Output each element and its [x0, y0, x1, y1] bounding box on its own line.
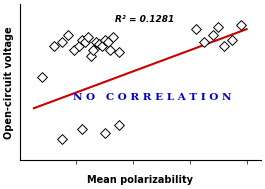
X-axis label: Mean polarizability: Mean polarizability — [87, 175, 193, 185]
Point — [239, 23, 243, 26]
Y-axis label: Open-circuit voltage: Open-circuit voltage — [4, 26, 14, 139]
Point — [210, 34, 215, 37]
Point — [60, 40, 64, 43]
Point — [40, 75, 45, 78]
Point — [80, 128, 84, 131]
Point — [222, 44, 226, 47]
Point — [80, 38, 84, 41]
Point — [108, 48, 113, 51]
Point — [66, 34, 70, 37]
Text: N O   C O R R E L A T I O N: N O C O R R E L A T I O N — [73, 93, 232, 102]
Point — [97, 42, 101, 45]
Point — [103, 38, 107, 41]
Point — [91, 48, 96, 51]
Point — [77, 44, 81, 47]
Point — [86, 36, 90, 39]
Point — [89, 55, 93, 58]
Point — [52, 44, 56, 47]
Point — [72, 48, 76, 51]
Point — [94, 40, 98, 43]
Text: R² = 0.1281: R² = 0.1281 — [116, 15, 175, 24]
Point — [100, 44, 104, 47]
Point — [60, 138, 64, 141]
Point — [216, 26, 220, 29]
Point — [117, 123, 121, 126]
Point — [105, 40, 110, 43]
Point — [117, 50, 121, 53]
Point — [193, 28, 198, 31]
Point — [111, 36, 116, 39]
Point — [230, 38, 235, 41]
Point — [103, 132, 107, 135]
Point — [202, 40, 206, 43]
Point — [83, 40, 87, 43]
